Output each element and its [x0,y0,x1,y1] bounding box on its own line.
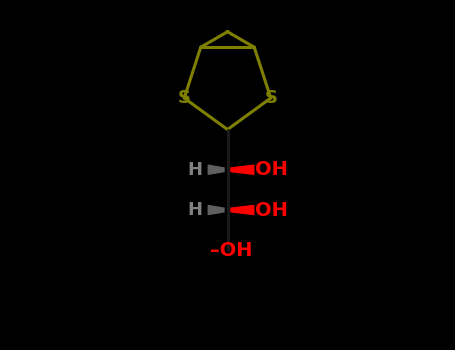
Text: H: H [187,161,202,179]
Text: S: S [178,89,191,107]
Text: S: S [264,89,277,107]
Text: OH: OH [256,160,288,179]
Text: –OH: –OH [210,241,252,260]
Text: OH: OH [256,201,288,219]
Polygon shape [208,205,224,215]
Text: H: H [187,201,202,219]
Polygon shape [231,205,254,215]
Polygon shape [231,165,254,174]
Polygon shape [208,165,224,174]
